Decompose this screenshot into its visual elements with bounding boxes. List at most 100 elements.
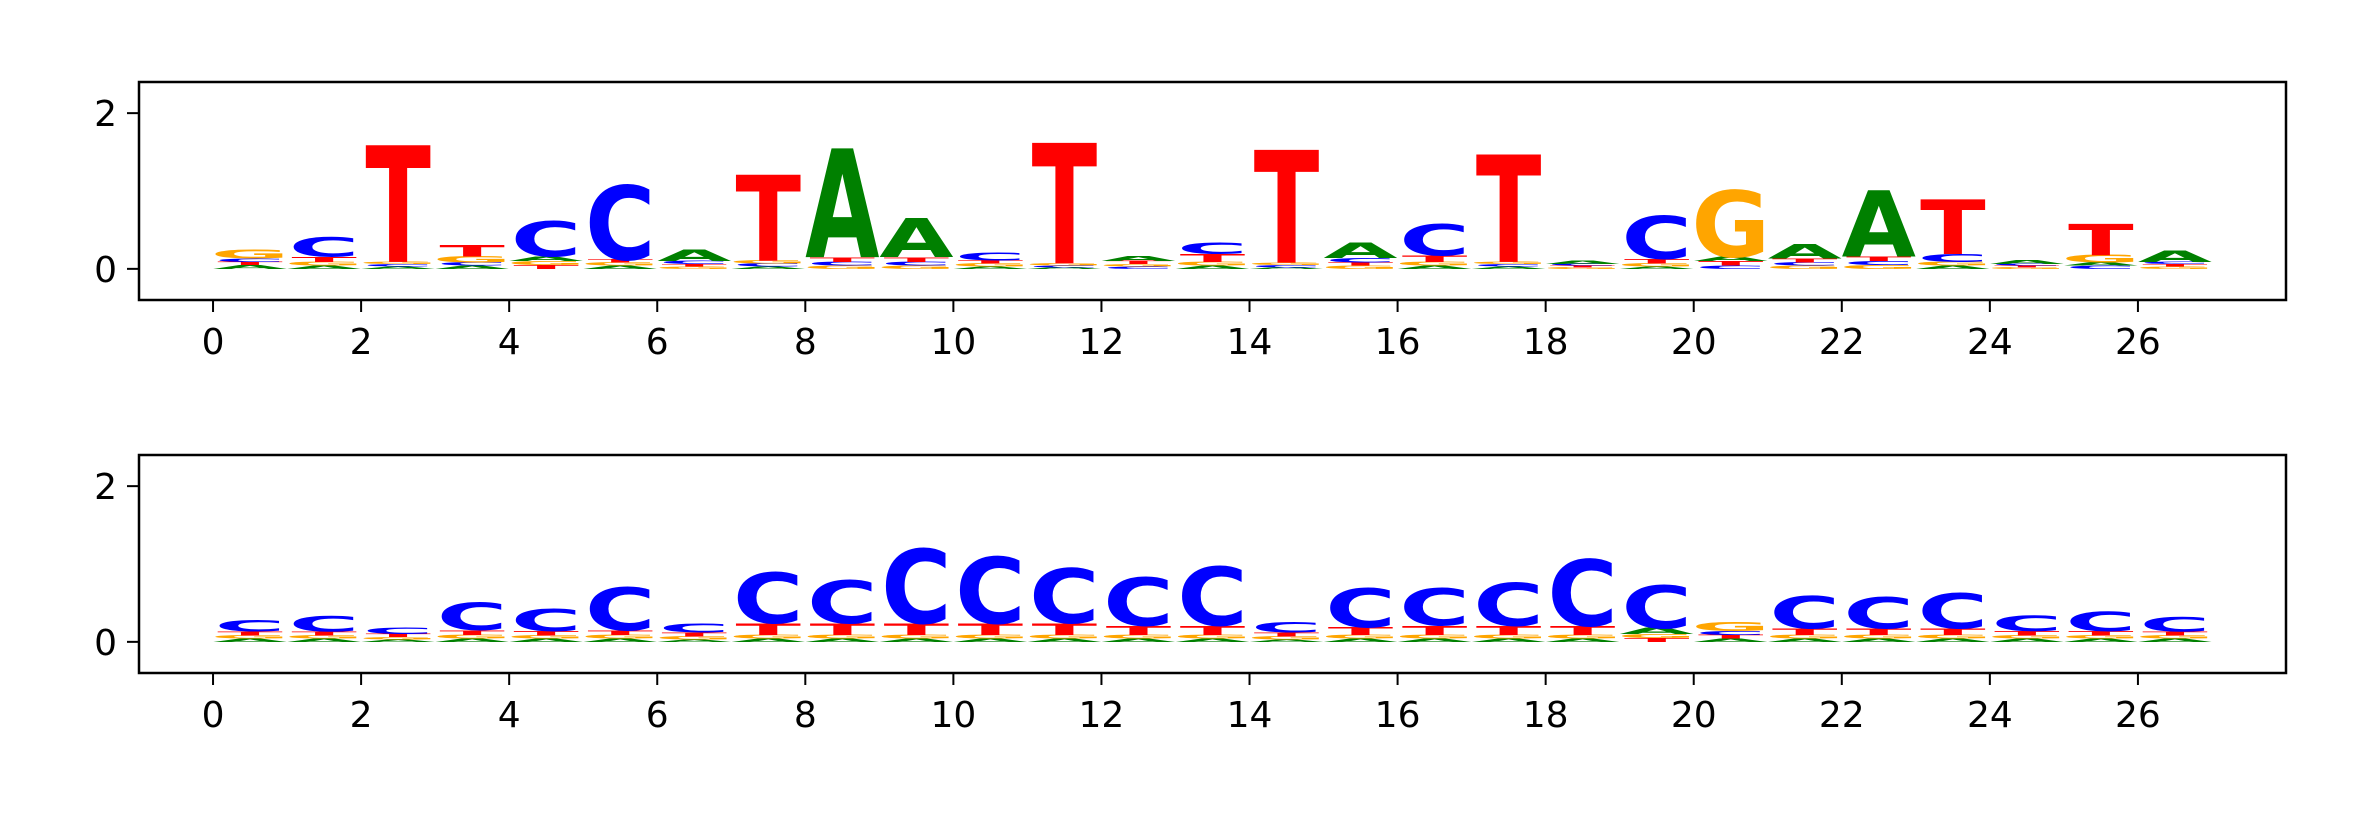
logo-letter-C-pos-10: C [955, 251, 1025, 263]
logo-letter-C-pos-26: C [2140, 261, 2210, 265]
x-tick-label: 4 [498, 695, 521, 736]
logo-letter-T-pos-24: T [1994, 265, 2060, 267]
logo-letter-G-pos-2: G [359, 261, 438, 265]
x-tick-label: 8 [794, 695, 817, 736]
x-tick-label: 18 [1523, 322, 1569, 363]
logo-letter-T-pos-21: T [1772, 258, 1838, 264]
logo-letter-C-pos-9: C [881, 261, 951, 267]
x-tick-label: 16 [1375, 322, 1421, 363]
logo-letter-A-pos-7: A [731, 266, 806, 270]
logo-letter-C-pos-21: C [1770, 262, 1840, 267]
logo-letter-A-pos-0: A [213, 638, 288, 643]
logo-letter-A-pos-16: A [1397, 638, 1472, 643]
logo-letter-A-pos-1: A [287, 638, 362, 643]
logo-letter-G-pos-5: G [581, 634, 660, 640]
logo-letter-T-pos-11: T [1032, 111, 1098, 303]
logo-letter-A-pos-7: A [731, 638, 806, 643]
logo-letter-C-pos-26: C [2140, 614, 2210, 636]
x-tick-label: 4 [498, 322, 521, 363]
logo-letter-G-pos-17: G [1469, 261, 1548, 265]
logo-letter-T-pos-25: T [2068, 215, 2134, 265]
logo-letter-C-pos-3: C [437, 596, 508, 640]
logo-letter-T-pos-16: T [1402, 254, 1468, 264]
logo-letter-A-pos-14: A [1249, 267, 1324, 269]
logo-letter-T-pos-5: T [587, 259, 653, 264]
logo-letter-C-pos-25: C [2066, 606, 2136, 637]
logo-letter-G-pos-25: G [2061, 253, 2140, 265]
logo-letter-G-pos-10: G [951, 263, 1030, 268]
logo-letter-C-pos-0: C [215, 258, 285, 263]
x-tick-label: 2 [350, 695, 373, 736]
logo-letter-G-pos-22: G [1839, 264, 1918, 270]
logo-letter-C-pos-9: C [881, 530, 951, 648]
logo-letter-G-pos-4: G [507, 260, 586, 266]
logo-letter-G-pos-10: G [951, 634, 1030, 640]
logo-letter-C-pos-17: C [1473, 571, 1543, 640]
logo-letter-A-pos-13: A [1175, 638, 1250, 643]
logo-letter-A-pos-11: A [1027, 267, 1102, 269]
logo-letter-A-pos-10: A [953, 638, 1028, 643]
logo-letter-A-pos-21: A [1768, 241, 1843, 263]
logo-letter-C-pos-23: C [1918, 584, 1988, 640]
logo-letter-A-pos-23: A [1916, 265, 1991, 270]
logo-letter-C-pos-22: C [1844, 589, 1914, 639]
logo-letter-A-pos-8: A [805, 118, 879, 293]
logo-letter-T-pos-14: T [1254, 121, 1320, 300]
logo-letter-A-pos-22: A [1842, 638, 1917, 643]
logo-letter-C-pos-13: C [1177, 551, 1247, 644]
x-tick-label: 20 [1671, 322, 1717, 363]
logo-letter-A-pos-20: A [1694, 638, 1769, 643]
logo-letter-T-pos-16: T [1402, 623, 1468, 638]
logo-letter-C-pos-3: C [437, 262, 507, 267]
logo-letter-G-pos-7: G [729, 634, 808, 640]
logo-letter-C-pos-15: C [1325, 578, 1395, 640]
logo-letter-G-pos-8: G [803, 634, 882, 640]
logo-letter-T-pos-21: T [1772, 627, 1838, 637]
logo-letter-C-pos-7: C [733, 559, 803, 640]
logo-letter-G-pos-23: G [1913, 634, 1992, 640]
logo-letter-G-pos-22: G [1839, 634, 1918, 640]
logo-letter-G-pos-2: G [359, 637, 438, 641]
logo-letter-G-pos-16: G [1395, 634, 1474, 640]
logo-letter-T-pos-26: T [2142, 631, 2208, 637]
logo-letter-G-pos-8: G [803, 265, 882, 270]
x-tick-label: 0 [202, 695, 225, 736]
x-tick-label: 14 [1227, 322, 1273, 363]
logo-letter-T-pos-7: T [736, 152, 802, 289]
x-tick-label: 26 [2115, 695, 2161, 736]
x-tick-label: 10 [930, 695, 976, 736]
logo-letter-A-pos-19: A [1620, 626, 1695, 636]
logo-letter-T-pos-8: T [810, 620, 876, 639]
logo-letter-C-pos-1: C [289, 232, 359, 263]
logo-letter-G-pos-5: G [581, 262, 660, 267]
logo-letter-T-pos-23: T [1920, 627, 1986, 637]
logo-letter-C-pos-4: C [511, 603, 581, 638]
logo-letter-C-pos-17: C [1473, 264, 1543, 268]
logo-letter-G-pos-19: G [1617, 263, 1696, 268]
logo-letter-C-pos-20: C [1696, 630, 1766, 636]
logo-letter-G-pos-13: G [1173, 634, 1252, 640]
logo-letter-G-pos-21: G [1765, 634, 1844, 640]
logo-letter-C-pos-2: C [363, 264, 433, 268]
logo-letter-T-pos-19: T [1624, 637, 1690, 643]
x-tick-label: 12 [1079, 322, 1125, 363]
logo-letter-A-pos-23: A [1916, 638, 1991, 643]
logo-letter-C-pos-2: C [363, 626, 433, 636]
logo-letter-G-pos-26: G [2136, 635, 2215, 640]
logo-letter-A-pos-18: A [1546, 260, 1621, 265]
logo-letter-C-pos-19: C [1621, 573, 1691, 642]
x-tick-label: 26 [2115, 322, 2161, 363]
logo-letter-T-pos-2: T [365, 633, 431, 638]
logo-letter-C-pos-5: C [585, 576, 655, 645]
axes-frame [137, 453, 2288, 675]
logo-letter-A-pos-4: A [509, 255, 584, 262]
y-tick-label: 0 [94, 623, 117, 664]
logo-letter-G-pos-12: G [1099, 264, 1178, 268]
logo-letter-T-pos-3: T [439, 242, 505, 261]
logo-letter-A-pos-15: A [1323, 638, 1398, 643]
logo-letter-C-pos-15: C [1325, 257, 1395, 264]
logo-letter-C-pos-20: C [1695, 265, 1765, 270]
logo-letter-A-pos-4: A [509, 638, 584, 643]
logo-letter-C-pos-1: C [289, 612, 359, 637]
